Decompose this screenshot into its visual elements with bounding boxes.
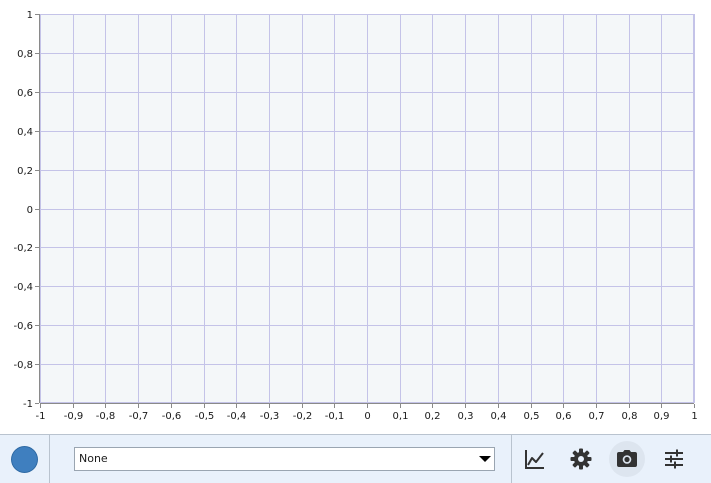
x-tick-label: 0,9 xyxy=(654,411,670,422)
x-tick-label: 0 xyxy=(364,411,370,422)
x-tick-label: -0,4 xyxy=(227,411,247,422)
x-tick-label: -0,9 xyxy=(64,411,84,422)
x-tick-label: -0,7 xyxy=(129,411,149,422)
toolbar-divider xyxy=(49,435,50,483)
series-select-value: None xyxy=(79,452,108,465)
y-tick-label: 0,4 xyxy=(17,127,33,138)
plot-area[interactable]: -1 -0,9 -0,8 -0,7 -0,6 -0,5 -0,4 -0,3 -0,2 -0,1 0 0… xyxy=(0,0,711,434)
y-tick-label: 1 xyxy=(27,10,33,21)
gear-icon[interactable] xyxy=(563,441,599,477)
plot-frame xyxy=(40,14,694,403)
y-tick-label: 0,8 xyxy=(17,49,33,60)
x-tick-label: 0,2 xyxy=(425,411,441,422)
x-tick-label: -0,6 xyxy=(162,411,182,422)
y-tick-label: -0,4 xyxy=(13,282,33,293)
x-tick-label: 0,4 xyxy=(491,411,507,422)
toolbar-divider xyxy=(511,435,512,483)
x-tick-label: 0,8 xyxy=(622,411,638,422)
x-tick-label: -0,8 xyxy=(96,411,116,422)
chevron-down-icon[interactable] xyxy=(476,448,494,470)
x-tick-label: -0,2 xyxy=(293,411,313,422)
y-tick-label: -0,2 xyxy=(13,243,33,254)
x-tick-label: -1 xyxy=(36,411,46,422)
x-tick-label: 0,6 xyxy=(556,411,572,422)
y-tick-label: -0,6 xyxy=(13,321,33,332)
x-tick-label: 1 xyxy=(691,411,697,422)
series-select[interactable]: None xyxy=(74,447,495,471)
x-tick-label: -0,1 xyxy=(325,411,345,422)
y-tick-label: -0,8 xyxy=(13,360,33,371)
line-chart-icon[interactable] xyxy=(517,441,553,477)
x-tick-label: 0,3 xyxy=(458,411,474,422)
camera-icon[interactable] xyxy=(609,441,645,477)
x-tick-label: 0,1 xyxy=(393,411,409,422)
y-tick-label: 0,2 xyxy=(17,166,33,177)
x-tick-label: -0,3 xyxy=(260,411,280,422)
y-tick-label: 0 xyxy=(27,205,33,216)
tune-sliders-icon[interactable] xyxy=(656,441,692,477)
y-tick-label: 0,6 xyxy=(17,88,33,99)
series-color-swatch[interactable] xyxy=(12,447,37,472)
x-tick-label: 0,5 xyxy=(524,411,540,422)
y-tick-label: -1 xyxy=(23,399,33,410)
x-tick-label: 0,7 xyxy=(589,411,605,422)
x-tick-label: -0,5 xyxy=(195,411,215,422)
bottom-toolbar: None xyxy=(0,434,711,483)
